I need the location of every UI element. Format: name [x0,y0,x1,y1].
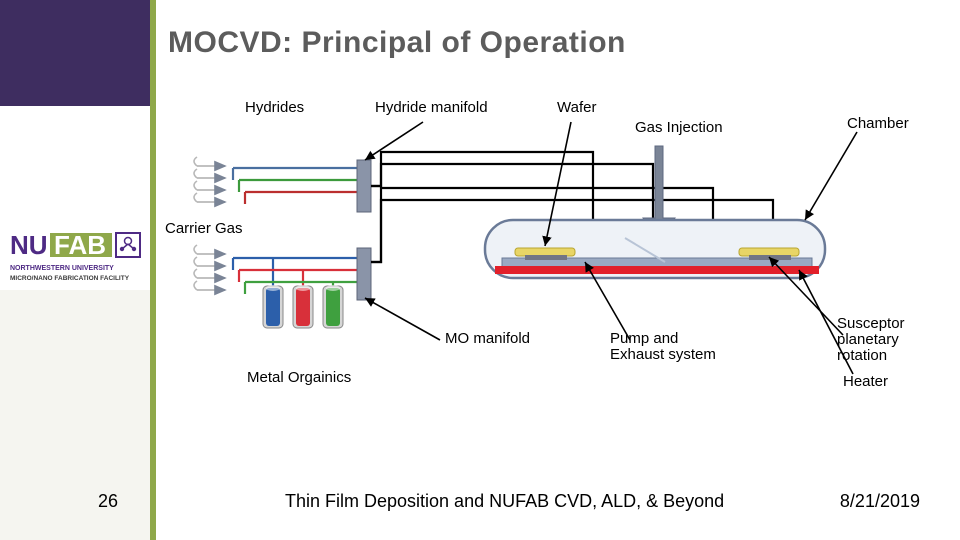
label-mo-manifold: MO manifold [445,330,530,347]
logo-svg: NU FAB NORTHWESTERN UNIVERSITY MICRO/NAN… [8,230,143,286]
mo-cylinder [296,288,310,326]
label-wafer: Wafer [557,99,596,116]
logo-fab-text: FAB [54,230,106,260]
label-chamber: Chamber [847,115,909,132]
footer-page-number: 26 [98,491,118,512]
logo-nu-text: NU [10,230,48,260]
label-heater: Heater [843,373,888,390]
chamber_ptr [805,132,857,220]
label-susceptor: rotation [837,347,887,364]
heater-bar [495,266,819,274]
mo-cylinder [266,288,280,326]
mocvd-diagram: Hydrides Hydride manifold Wafer Gas Injecti… [165,90,945,420]
label-susceptor: Susceptor [837,315,905,332]
footer-title: Thin Film Deposition and NUFAB CVD, ALD,… [285,491,724,512]
label-carrier-gas: Carrier Gas [165,220,243,237]
label-pump-exhaust: Exhaust system [610,346,716,363]
mo-cylinder [326,288,340,326]
label-hydrides: Hydrides [245,99,304,116]
left-gray-panel [0,290,150,540]
logo-sub1: NORTHWESTERN UNIVERSITY [10,265,114,272]
sidebar-purple-block [0,0,150,106]
susceptor-piece [525,255,567,260]
hydride_manifold_ptr [365,122,423,160]
manifold-block [357,160,371,212]
wafer [739,248,799,256]
wafer [515,248,575,256]
page-title: MOCVD: Principal of Operation [168,26,626,60]
label-gas-injection: Gas Injection [635,119,723,136]
label-pump-exhaust: Pump and [610,330,678,347]
nufab-logo: NU FAB NORTHWESTERN UNIVERSITY MICRO/NAN… [8,230,143,286]
footer-date: 8/21/2019 [840,491,920,512]
manifold-block [357,248,371,300]
label-susceptor: planetary [837,331,899,348]
label-hydride-manifold: Hydride manifold [375,99,488,116]
label-metal-organics: Metal Orgainics [247,369,351,386]
mo_manifold_ptr [365,298,440,340]
sidebar-green-line [150,0,156,540]
logo-sub2: MICRO/NANO FABRICATION FACILITY [10,275,130,282]
